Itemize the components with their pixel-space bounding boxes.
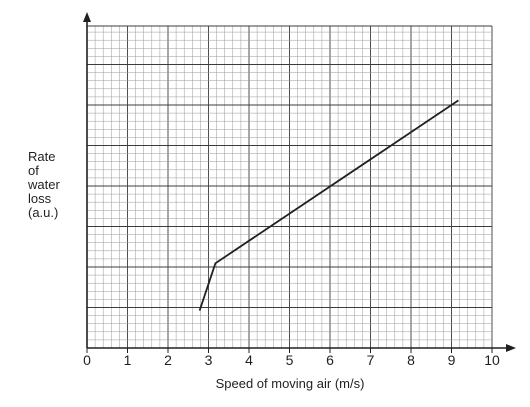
x-tick-label: 1: [124, 352, 132, 368]
grid: [86, 25, 493, 349]
x-axis-label: Speed of moving air (m/s): [216, 376, 365, 391]
series-layer: [198, 99, 459, 311]
x-tick-label: 5: [286, 352, 294, 368]
x-axis-arrow: [506, 344, 516, 352]
x-tick-label: 9: [448, 352, 456, 368]
y-axis-label-line: loss: [28, 191, 52, 206]
y-axis-arrow: [83, 12, 91, 22]
x-tick-label: 7: [367, 352, 375, 368]
axes: [83, 12, 516, 353]
y-axis-label: Rate of water loss (a.u.): [28, 150, 60, 220]
x-tick-label: 0: [83, 352, 91, 368]
series-line: [198, 99, 459, 311]
x-tick-label: 4: [245, 352, 253, 368]
x-tick-label: 10: [484, 352, 500, 368]
x-tick-labels: 0 1 2 3 4 5 6 7 8 9 10: [83, 352, 500, 368]
x-tick-label: 3: [205, 352, 213, 368]
y-axis-label-line: of: [28, 163, 39, 178]
y-axis-label-line: (a.u.): [28, 205, 59, 220]
x-tick-label: 6: [326, 352, 334, 368]
y-axis-label-line: Rate: [28, 149, 56, 164]
x-tick-label: 2: [164, 352, 172, 368]
y-axis-label-line: water: [28, 177, 60, 192]
x-tick-label: 8: [407, 352, 415, 368]
